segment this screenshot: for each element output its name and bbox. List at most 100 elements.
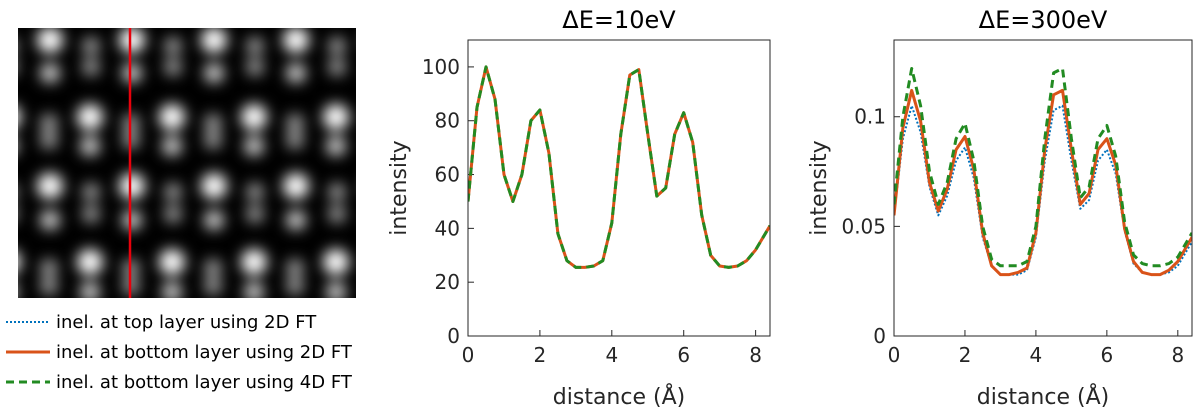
lattice-spot bbox=[0, 183, 18, 201]
y-tick-label: 60 bbox=[435, 163, 460, 187]
lattice-image-background bbox=[18, 28, 356, 298]
y-axis-label: intensity bbox=[387, 140, 412, 235]
x-axis-label: distance (Å) bbox=[977, 383, 1109, 410]
x-tick-label: 4 bbox=[1030, 343, 1043, 367]
lattice-spot bbox=[164, 58, 182, 76]
lattice-spot bbox=[0, 282, 18, 302]
legend: inel. at top layer using 2D FT inel. at b… bbox=[6, 312, 353, 393]
lattice-spot bbox=[204, 63, 224, 83]
lattice-spot bbox=[326, 282, 346, 298]
lattice-spot bbox=[241, 249, 267, 275]
legend-label: inel. at bottom layer using 4D FT bbox=[56, 372, 353, 393]
lattice-spot bbox=[450, 131, 468, 149]
lattice-spot bbox=[80, 136, 100, 156]
lattice-spot bbox=[286, 277, 304, 295]
lattice-spot bbox=[159, 249, 185, 275]
lattice-spot bbox=[283, 173, 309, 199]
lattice-spot bbox=[368, 131, 386, 149]
x-tick-label: 2 bbox=[534, 343, 547, 367]
lattice-spot bbox=[0, 205, 18, 223]
lattice-spot bbox=[164, 205, 182, 223]
lattice-spot bbox=[204, 210, 224, 230]
y-tick-label: 0.1 bbox=[854, 105, 886, 129]
lattice-spot bbox=[286, 63, 306, 83]
lattice-spot bbox=[368, 210, 388, 230]
lattice-spot bbox=[18, 253, 21, 271]
lattice-spot bbox=[82, 58, 100, 76]
lattice-spot bbox=[119, 173, 145, 199]
lattice-spot bbox=[40, 277, 58, 295]
lattice-spot bbox=[323, 104, 349, 130]
x-tick-label: 2 bbox=[959, 343, 972, 367]
plot-frame bbox=[893, 39, 1193, 337]
lattice-spot bbox=[328, 37, 346, 55]
lattice-spot bbox=[82, 205, 100, 223]
lattice-spot bbox=[18, 108, 21, 126]
lattice-spot bbox=[368, 114, 386, 132]
y-tick-label: 0 bbox=[447, 324, 460, 348]
lattice-spot bbox=[241, 104, 267, 130]
y-axis-label: intensity bbox=[807, 140, 832, 235]
lattice-spot bbox=[0, 136, 18, 156]
lattice-spot bbox=[37, 28, 63, 53]
lattice-spot bbox=[204, 131, 222, 149]
lattice-spot bbox=[204, 277, 222, 295]
lattice-spot bbox=[368, 63, 388, 83]
lattice-spot bbox=[201, 173, 227, 199]
lattice-spot bbox=[410, 37, 428, 55]
lattice-spot bbox=[283, 28, 309, 53]
lattice-spot bbox=[408, 282, 428, 302]
lattice-spot bbox=[82, 183, 100, 201]
lattice-spot bbox=[119, 28, 145, 53]
lattice-spot bbox=[40, 63, 60, 83]
plot-frame bbox=[467, 39, 771, 337]
lattice-spot bbox=[328, 183, 346, 201]
y-tick-label: 80 bbox=[435, 109, 460, 133]
x-tick-label: 4 bbox=[605, 343, 618, 367]
lattice-spot bbox=[162, 282, 182, 298]
lattice-spot bbox=[246, 205, 264, 223]
chart-title: ΔE=10eV bbox=[562, 6, 676, 34]
lattice-spot bbox=[40, 259, 58, 277]
lattice-spot bbox=[164, 183, 182, 201]
lattice-spot bbox=[323, 249, 349, 275]
lattice-spot bbox=[405, 104, 431, 130]
x-tick-label: 6 bbox=[677, 343, 690, 367]
lattice-spot bbox=[286, 131, 304, 149]
lattice-spot bbox=[286, 114, 304, 132]
y-tick-label: 0 bbox=[873, 324, 886, 348]
lattice-spot bbox=[328, 58, 346, 76]
lattice-spot bbox=[204, 114, 222, 132]
x-tick-label: 8 bbox=[749, 343, 762, 367]
lattice-spot bbox=[77, 104, 103, 130]
lattice-spot bbox=[326, 136, 346, 156]
series-line-1 bbox=[894, 104, 1192, 276]
lattice-spot bbox=[246, 37, 264, 55]
legend-label: inel. at bottom layer using 2D FT bbox=[56, 342, 353, 363]
lattice-spot bbox=[328, 205, 346, 223]
lattice-spot bbox=[286, 259, 304, 277]
y-tick-label: 0.05 bbox=[841, 214, 886, 238]
lattice-spot bbox=[405, 249, 431, 275]
y-tick-label: 100 bbox=[422, 55, 460, 79]
lattice-spot bbox=[122, 63, 142, 83]
lattice-spot bbox=[244, 282, 264, 298]
lattice-spot bbox=[365, 27, 391, 53]
lattice-spot bbox=[164, 37, 182, 55]
lattice-spot bbox=[0, 37, 18, 55]
lattice-spot bbox=[37, 173, 63, 199]
lattice-spot bbox=[0, 58, 18, 76]
lattice-spot bbox=[246, 58, 264, 76]
lattice-spot bbox=[162, 136, 182, 156]
chart-deltaE-300eV: ΔE=300eV 0 2 4 6 8 0 0.05 0.1 distance (Å) inte… bbox=[807, 6, 1193, 410]
lattice-spot bbox=[40, 210, 60, 230]
x-tick-label: 8 bbox=[1171, 343, 1184, 367]
lattice-spot bbox=[122, 210, 142, 230]
chart-title: ΔE=300eV bbox=[979, 6, 1108, 34]
axis-ticks: 0 2 4 6 8 0 0.05 0.1 bbox=[841, 105, 1184, 367]
y-tick-label: 20 bbox=[435, 270, 460, 294]
lattice-spot bbox=[368, 277, 386, 295]
lattice-spot bbox=[286, 210, 306, 230]
x-tick-label: 0 bbox=[888, 343, 901, 367]
series-line-2 bbox=[894, 88, 1192, 277]
